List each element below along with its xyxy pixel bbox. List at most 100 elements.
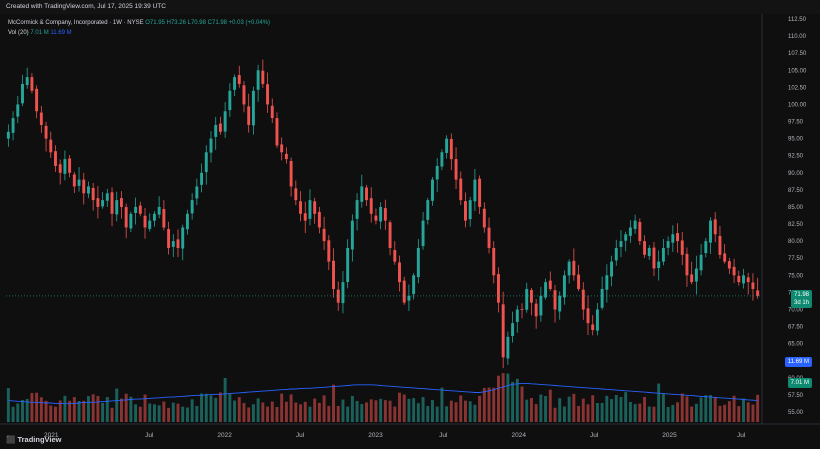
candle-body (388, 222, 392, 248)
candle-body (171, 241, 175, 247)
volume-bar (30, 392, 34, 422)
volume-bar (134, 404, 138, 422)
candle-body (105, 193, 109, 201)
price-tick-label: 80.00 (788, 239, 804, 245)
volume-bar (223, 377, 227, 422)
candle-body (275, 118, 279, 146)
last-price-tag: 71.98 3d 1h (790, 290, 812, 308)
candle-body (72, 174, 76, 187)
candle-body (694, 268, 698, 282)
volume-bar (261, 402, 265, 422)
price-tick-label: 105.00 (788, 68, 807, 74)
volume-bar (624, 392, 628, 422)
candle-body (77, 179, 81, 186)
volume-bar (487, 387, 491, 422)
volume-bar (746, 402, 750, 422)
volume-bar (303, 401, 307, 422)
candle-body (190, 200, 194, 214)
candle-body (110, 192, 114, 214)
candle-body (214, 124, 218, 137)
candle-body (468, 200, 472, 220)
volume-bar (416, 403, 420, 422)
candle-body (605, 275, 609, 290)
time-tick-label: 2023 (368, 432, 383, 439)
volume-bar (327, 405, 331, 422)
candle-body (25, 77, 29, 86)
candle-body (454, 159, 458, 180)
price-tick-label: 95.00 (788, 137, 804, 143)
candle-body (369, 198, 373, 214)
candle-body (572, 260, 576, 276)
candle-body (591, 324, 595, 330)
candle-body (44, 125, 48, 139)
candle-body (299, 201, 302, 214)
candle-body (704, 241, 708, 254)
volume-bar (374, 400, 378, 422)
candle-body (284, 153, 288, 160)
candle-body (39, 112, 43, 125)
candle-body (666, 241, 670, 248)
price-tick-label: 65.00 (788, 342, 804, 348)
volume-bar (152, 404, 156, 422)
candle-body (586, 308, 590, 324)
volume-bar (751, 404, 755, 422)
price-tick-label: 57.50 (788, 393, 804, 399)
candle-body (313, 201, 317, 214)
chart-pane[interactable]: 112.50 110.00 107.50 105.00 102.50 100.00 97.5… (0, 14, 820, 449)
candle-body (303, 213, 307, 221)
candle-body (610, 261, 614, 277)
volume-bar (289, 394, 293, 422)
price-chart[interactable]: 112.50 110.00 107.50 105.00 102.50 100.00 97.5… (0, 14, 820, 449)
price-tick-label: 87.50 (788, 188, 804, 194)
time-tick-label: 2024 (511, 432, 526, 439)
candle-body (426, 200, 430, 220)
candle-body (11, 118, 15, 133)
volume-bar (520, 386, 524, 422)
volume-bar (501, 373, 505, 422)
candle-body (407, 295, 411, 301)
candle-body (317, 211, 321, 228)
volume-bar (124, 393, 128, 422)
price-tick-label: 112.50 (788, 17, 807, 23)
candle-body (478, 178, 482, 207)
price-tick-label: 82.50 (788, 222, 804, 228)
candle-body (652, 247, 656, 269)
candle-body (162, 209, 166, 228)
candle-body (242, 85, 246, 105)
candle-body (595, 309, 599, 331)
volume-label[interactable]: Vol (20) (8, 30, 29, 36)
volume-bar (49, 405, 53, 422)
candle-body (529, 290, 533, 303)
symbol-name[interactable]: McCormick & Company, Incorporated · 1W ·… (8, 20, 144, 26)
volume-bar (16, 403, 20, 422)
volume-bar (275, 407, 279, 422)
volume-bar (718, 405, 722, 422)
candle-body (435, 165, 439, 180)
volume-bar (280, 393, 284, 422)
volume-bar (44, 400, 48, 422)
price-tick-label: 70.00 (788, 307, 804, 313)
volume-bar (412, 398, 416, 422)
candle-body (581, 289, 585, 310)
volume-bar (511, 381, 515, 422)
time-tick-label: Jul (439, 432, 448, 439)
volume-bar (190, 399, 194, 422)
candle-body (365, 187, 368, 201)
tradingview-logo[interactable]: ⬛ TradingView (6, 435, 62, 444)
volume-bar (595, 403, 599, 422)
volume-bar (643, 397, 647, 422)
chart-legend: McCormick & Company, Incorporated · 1W ·… (8, 18, 270, 38)
candle-body (421, 220, 425, 247)
candle-body (643, 241, 647, 255)
volume-bar (77, 400, 81, 422)
price-tick-label: 102.50 (788, 85, 807, 91)
volume-bar (756, 394, 760, 422)
volume-bar (723, 404, 727, 422)
candle-body (176, 239, 180, 248)
volume-bar (393, 406, 397, 422)
candle-body (464, 201, 467, 221)
candle-body (416, 247, 420, 278)
volume-bar (591, 395, 595, 422)
candle-body (501, 304, 505, 358)
candle-body (101, 200, 105, 207)
